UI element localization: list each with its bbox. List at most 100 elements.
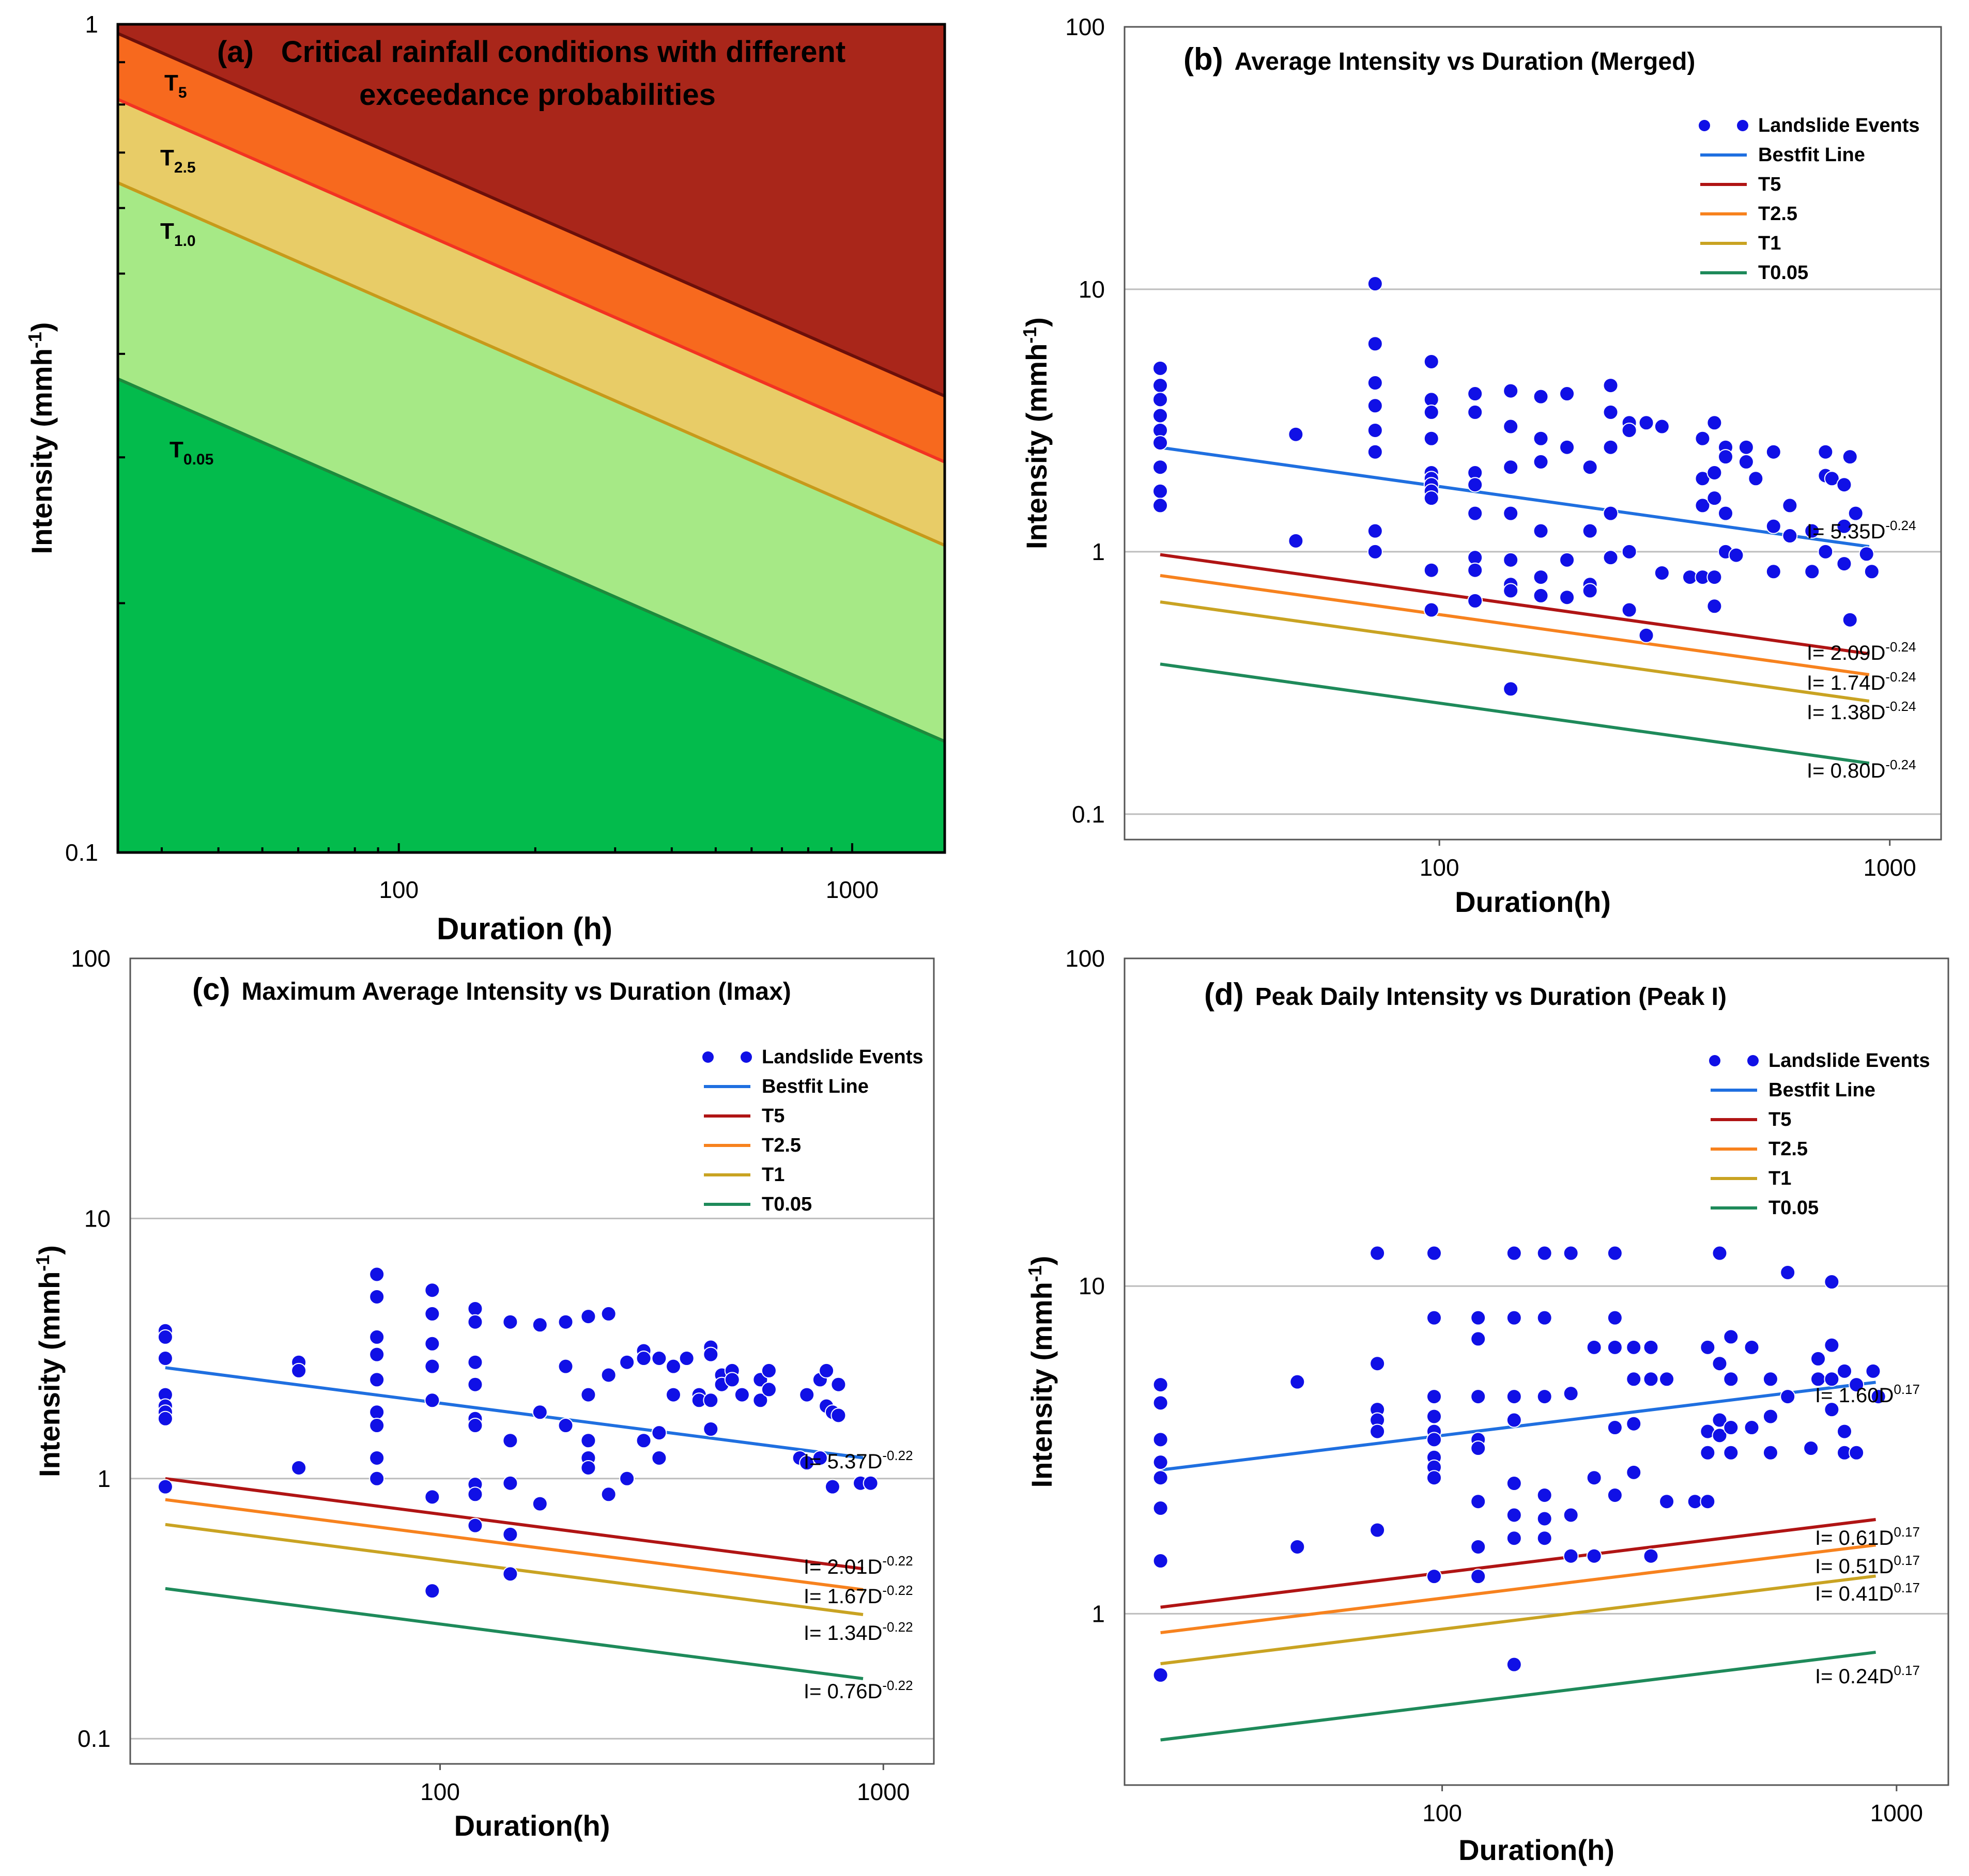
data-point <box>369 1372 385 1388</box>
data-point <box>1370 1522 1386 1538</box>
data-point <box>1426 1245 1442 1261</box>
data-point <box>1506 1245 1522 1261</box>
data-point <box>532 1496 548 1512</box>
series-line-t2.5 <box>165 1498 864 1591</box>
data-point <box>1603 550 1619 566</box>
data-point <box>1762 1371 1778 1387</box>
data-point <box>1765 518 1781 534</box>
data-point <box>1367 544 1383 560</box>
equation-label-t1: I= 1.38D-0.24 <box>1807 699 1916 724</box>
data-point <box>369 1450 385 1466</box>
data-point <box>467 1486 483 1502</box>
panel-a-letter: (a) <box>217 35 254 69</box>
data-point <box>1643 1548 1659 1564</box>
panel-a-title-line1: Critical rainfall conditions with differ… <box>281 35 845 69</box>
data-point <box>1695 498 1711 514</box>
data-point <box>1607 1420 1623 1436</box>
panel-b-average-intensity: 0.1 1 10 100 100 1000 I= 5.35D-0.24 I= 2.09D-0.… <box>1019 13 1942 918</box>
equation-label-t1: I= 1.34D-0.22 <box>804 1619 913 1645</box>
data-point <box>1607 1310 1623 1326</box>
data-point <box>1288 533 1304 549</box>
y-axis-label: Intensity (mmh-1) <box>1019 317 1053 549</box>
data-point <box>558 1418 574 1434</box>
data-point <box>1467 593 1483 609</box>
data-point <box>1152 1395 1168 1411</box>
x-tick-label: 1000 <box>857 1778 910 1805</box>
data-point <box>1804 564 1820 580</box>
boundary-line-T1.0 <box>117 181 946 547</box>
data-point <box>1426 1408 1442 1424</box>
data-point <box>1503 418 1519 435</box>
series-line-t1 <box>1160 1574 1876 1666</box>
data-point <box>1423 430 1439 446</box>
data-point <box>1748 471 1764 487</box>
data-point <box>703 1421 719 1437</box>
data-point <box>1536 1511 1552 1527</box>
y-tick-label: 100 <box>71 945 111 972</box>
legend-label: T2.5 <box>762 1135 801 1156</box>
data-point <box>1780 1264 1796 1280</box>
data-point <box>1728 547 1744 563</box>
data-point <box>1533 523 1549 539</box>
data-point <box>424 1358 440 1374</box>
legend-label: Bestfit Line <box>1758 144 1865 166</box>
legend-marker-points <box>1699 120 1710 131</box>
boundary-line-T5 <box>117 32 946 398</box>
data-point <box>1426 1432 1442 1448</box>
data-point <box>1563 1245 1579 1261</box>
data-point <box>1503 505 1519 521</box>
data-point <box>1423 602 1439 618</box>
data-point <box>369 1404 385 1420</box>
data-point <box>1563 1507 1579 1523</box>
y-tick-label: 1 <box>1091 1600 1105 1627</box>
panel-a-critical-rainfall: 0.1 1 100 1000 Critical rainfall conditions … <box>24 11 946 946</box>
panel-a-title-line2: exceedance probabilities <box>359 78 716 112</box>
data-point <box>1533 389 1549 405</box>
plot-frame <box>1124 957 1949 1786</box>
zone-fill-T0.05 <box>118 182 945 742</box>
data-point <box>1370 1245 1386 1261</box>
data-point <box>1467 505 1483 521</box>
data-point <box>1470 1539 1486 1555</box>
boundary-line-T0.05 <box>117 377 946 743</box>
x-axis-label: Duration(h) <box>1458 1834 1614 1866</box>
data-point <box>1626 1464 1642 1480</box>
data-point <box>1780 1389 1796 1405</box>
zone-fill-lowest <box>118 379 945 852</box>
data-point <box>1367 375 1383 391</box>
data-point <box>1536 1310 1552 1326</box>
data-point <box>601 1306 617 1322</box>
equation-label-t5: I= 2.01D-0.22 <box>804 1553 913 1578</box>
data-point <box>1367 444 1383 460</box>
equation-label-t2.5: I= 1.74D-0.24 <box>1807 669 1916 694</box>
data-point <box>1818 444 1834 460</box>
legend-label: T0.05 <box>762 1193 812 1215</box>
data-point <box>580 1460 596 1476</box>
y-axis-label: Intensity (mmh-1) <box>1024 1256 1058 1488</box>
data-point <box>824 1479 840 1495</box>
data-point <box>1824 471 1840 487</box>
data-point <box>424 1489 440 1505</box>
data-point <box>1370 1423 1386 1439</box>
zone-fill-T1.0 <box>118 99 945 546</box>
data-point <box>1782 498 1798 514</box>
data-point <box>1712 1245 1728 1261</box>
data-point <box>1503 383 1519 399</box>
data-point <box>1782 528 1798 544</box>
data-point <box>1836 477 1852 493</box>
data-point <box>502 1314 518 1330</box>
data-point <box>467 1314 483 1330</box>
data-point <box>665 1358 681 1374</box>
data-point <box>1654 418 1670 435</box>
data-point <box>1559 439 1575 455</box>
data-point <box>1824 1371 1840 1387</box>
data-point <box>1870 1389 1886 1405</box>
data-point <box>1837 1363 1853 1379</box>
x-tick-label: 100 <box>1420 854 1459 881</box>
data-point <box>1643 1339 1659 1355</box>
data-point <box>830 1376 847 1392</box>
legend-label: T5 <box>1758 174 1781 195</box>
data-point <box>1367 276 1383 292</box>
data-point <box>1423 490 1439 506</box>
